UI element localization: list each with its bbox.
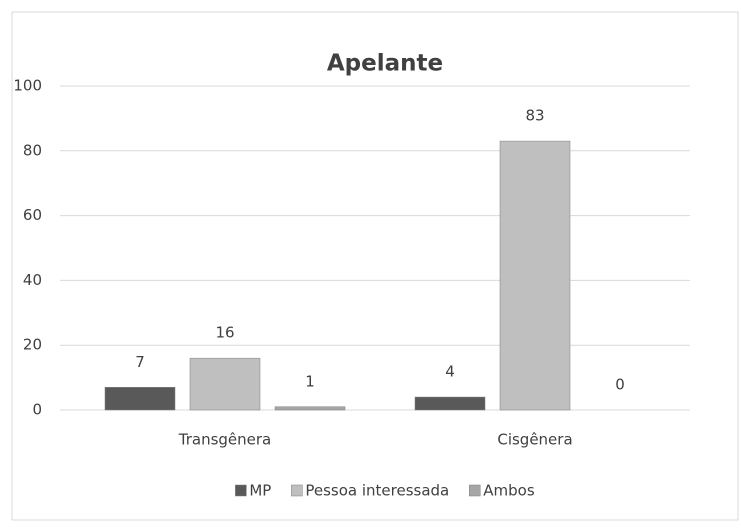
legend-label: MP [249,482,271,500]
bar [499,140,571,411]
bar [104,387,176,411]
y-tick-label: 0 [32,401,42,419]
y-tick-label: 40 [23,271,42,289]
legend-label: Ambos [483,482,535,500]
value-label: 0 [615,376,625,394]
bar [189,357,261,411]
chart-title: Apelante [327,51,443,77]
y-tick-label: 60 [23,206,42,224]
x-tick-label: Transgênera [178,431,271,449]
y-tick-label: 80 [23,141,42,159]
bar [274,406,346,411]
y-tick-label: 20 [23,336,42,354]
value-label: 7 [135,353,145,371]
x-tick-label: Cisgênera [497,431,572,449]
legend-swatch [469,484,481,497]
legend-swatch [291,484,303,497]
y-tick-label: 100 [13,77,42,95]
legend-label: Pessoa interessada [305,482,449,500]
bar [414,396,486,411]
chart-border [11,11,739,521]
value-label: 4 [445,363,455,381]
value-label: 83 [525,107,544,125]
value-label: 1 [305,372,315,390]
value-label: 16 [215,324,234,342]
legend-swatch [235,484,247,497]
